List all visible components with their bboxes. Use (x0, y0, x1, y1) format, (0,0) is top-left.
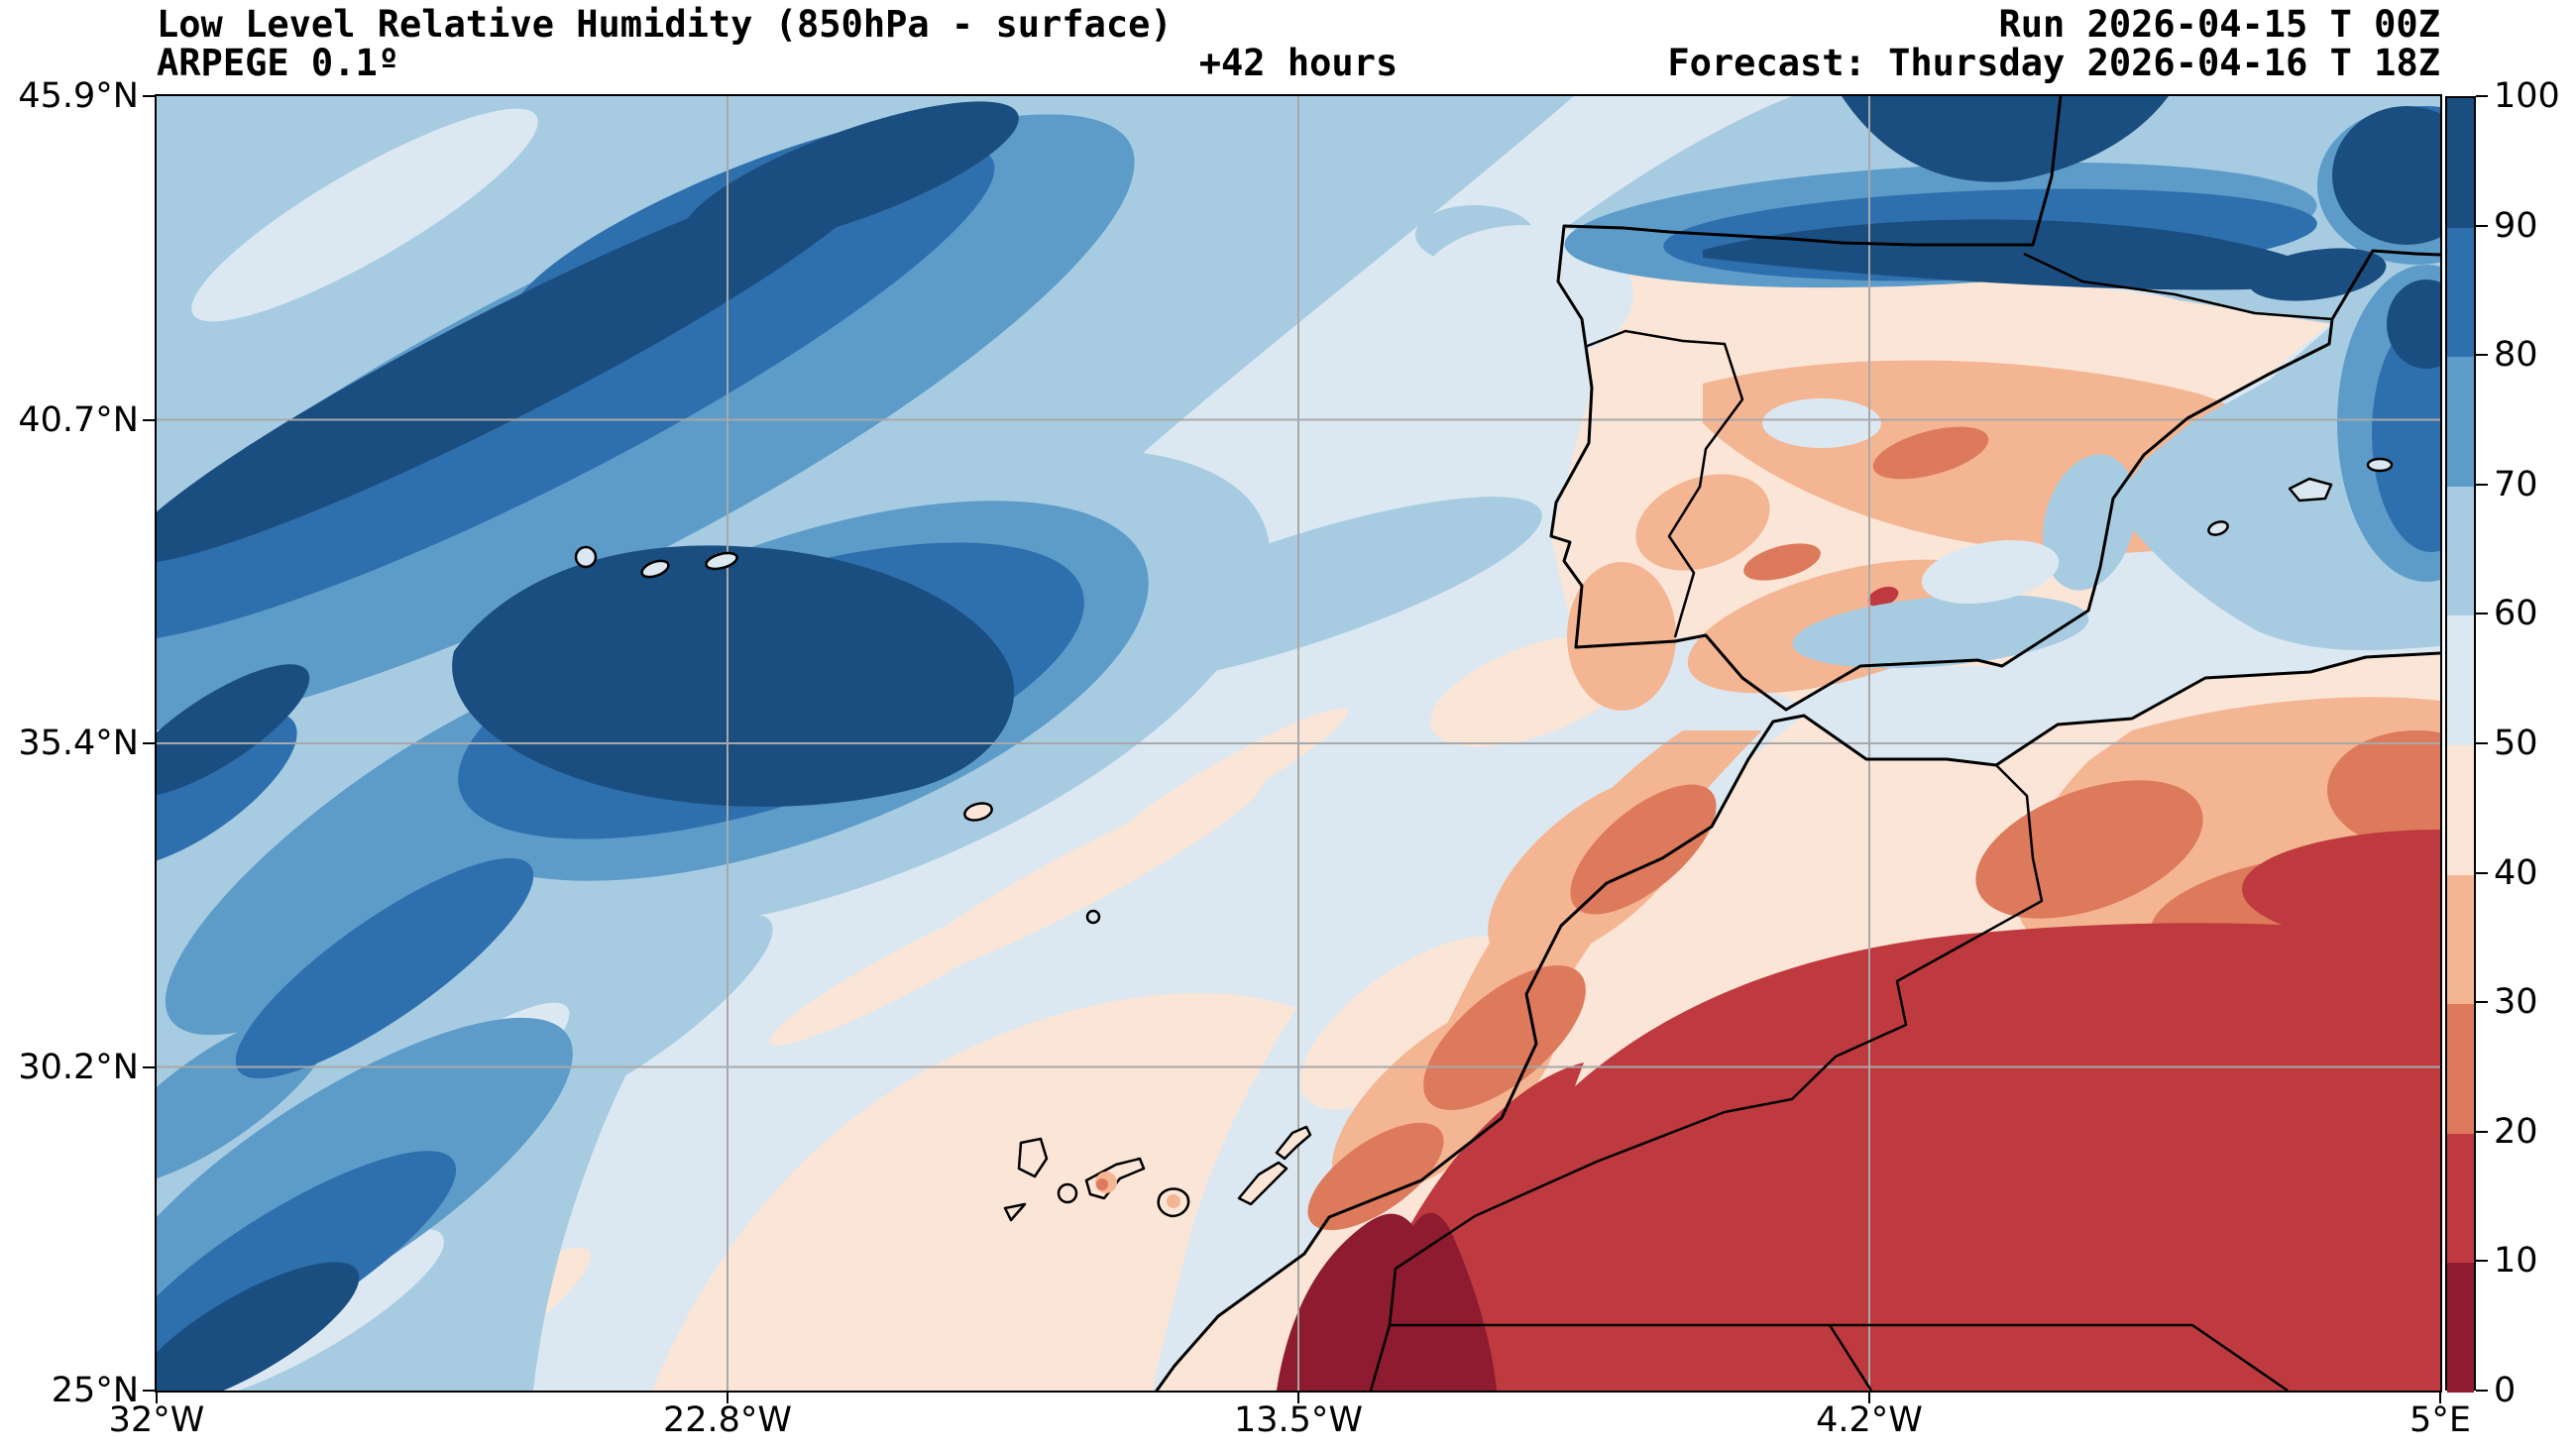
colorbar (2445, 96, 2476, 1394)
contour-90-100 (157, 96, 2440, 1391)
lon-tick-mark (727, 1391, 728, 1403)
map-plot (155, 94, 2442, 1393)
el-hierro-island (1003, 1202, 1027, 1222)
colorbar-tick-mark (2476, 1260, 2488, 1263)
colorbar-segment-90-100 (2447, 98, 2474, 229)
lat-tick-label: 40.7°N (18, 399, 139, 440)
forecast-label: Forecast: Thursday 2026-04-16 T 18Z (1667, 42, 2440, 84)
mauritania-border (1369, 1324, 1392, 1391)
azores-island (640, 559, 670, 579)
map-canvas (157, 96, 2440, 1391)
morocco-algeria-border (1388, 764, 2044, 1326)
lon-tick-label: 22.8°W (662, 1400, 793, 1440)
colorbar-segment-0-10 (2447, 1263, 2474, 1394)
colorbar-tick-mark (2476, 742, 2488, 744)
tenerife-dry-core (1096, 1178, 1108, 1190)
gridlines (157, 96, 2440, 1391)
coastlines (1155, 96, 2440, 1391)
mauritania-mali-border (1828, 1324, 1873, 1391)
selvagens-island (1085, 909, 1101, 925)
colorbar-tick-mark (2476, 1130, 2488, 1133)
lat-tick-label: 25°N (51, 1371, 139, 1410)
menorca-island (2366, 457, 2394, 473)
madeira-island (963, 802, 993, 822)
colorbar-tick-label: 60 (2494, 594, 2538, 634)
run-label: Run 2026-04-15 T 00Z (1998, 3, 2440, 46)
colorbar-tick-mark (2476, 483, 2488, 486)
colorbar-tick-mark (2476, 1001, 2488, 1004)
lat-tick-mark (143, 95, 156, 97)
colorbar-tick-mark (2476, 613, 2488, 615)
lon-tick-mark (156, 1391, 158, 1403)
colorbar-tick-label: 50 (2494, 724, 2538, 763)
azores-island (705, 551, 738, 571)
chart-title: Low Level Relative Humidity (850hPa - su… (157, 3, 1173, 46)
mallorca-island (2288, 477, 2333, 503)
colorbar-tick-mark (2476, 354, 2488, 357)
lon-tick-label: 4.2°W (1816, 1400, 1923, 1440)
contour-0-10 (1277, 1212, 1497, 1391)
lon-tick-label: 32°W (108, 1400, 205, 1440)
colorbar-tick-label: 10 (2494, 1241, 2538, 1282)
colorbar-tick-label: 20 (2494, 1111, 2538, 1152)
lat-tick-mark (143, 418, 156, 421)
la-gomera-island (1057, 1182, 1078, 1204)
colorbar-tick-mark (2476, 224, 2488, 227)
ibiza-island (2207, 520, 2229, 536)
portugal-spain-border (1584, 329, 1744, 638)
colorbar-tick-mark (2476, 95, 2488, 97)
fuerteventura-island (1237, 1161, 1288, 1206)
lon-tick-mark (1297, 1391, 1299, 1403)
lat-tick-label: 45.9°N (18, 76, 139, 116)
lon-tick-mark (1868, 1391, 1870, 1403)
iberia-france-coastline (1549, 96, 2440, 712)
colorbar-tick-label: 80 (2494, 335, 2538, 376)
lat-tick-mark (143, 1390, 156, 1392)
lat-tick-mark (143, 742, 156, 744)
country-borders (1369, 252, 2333, 1391)
colorbar-tick-label: 40 (2494, 852, 2538, 893)
colorbar-segment-20-30 (2447, 1004, 2474, 1135)
gran-canaria-dry-spot (1167, 1194, 1180, 1208)
colorbar-segment-60-70 (2447, 486, 2474, 616)
africa-coastline (1155, 651, 2440, 1391)
la-palma-island (1017, 1137, 1049, 1178)
colorbar-segment-40-50 (2447, 745, 2474, 876)
colorbar-tick-mark (2476, 1390, 2488, 1392)
lat-tick-mark (143, 1065, 156, 1068)
colorbar-segment-10-20 (2447, 1133, 2474, 1264)
islands (574, 457, 2394, 1222)
colorbar-tick-label: 100 (2494, 76, 2560, 116)
lon-tick-label: 5°E (2409, 1400, 2471, 1440)
model-label: ARPEGE 0.1º (157, 42, 400, 84)
lon-tick-mark (2439, 1391, 2441, 1403)
lead-time-label: +42 hours (1198, 42, 1399, 84)
colorbar-segment-30-40 (2447, 874, 2474, 1005)
colorbar-segment-70-80 (2447, 357, 2474, 488)
colorbar-tick-label: 90 (2494, 205, 2538, 246)
spain-france-border (2023, 252, 2333, 321)
lanzarote-island (1275, 1125, 1312, 1161)
colorbar-segment-50-60 (2447, 615, 2474, 746)
colorbar-tick-label: 0 (2494, 1371, 2517, 1410)
colorbar-tick-label: 30 (2494, 982, 2538, 1023)
colorbar-tick-label: 70 (2494, 464, 2538, 504)
lon-tick-label: 13.5°W (1233, 1400, 1364, 1440)
azores-island (574, 545, 598, 569)
lat-tick-label: 35.4°N (18, 724, 139, 763)
colorbar-tick-mark (2476, 871, 2488, 874)
colorbar-segment-80-90 (2447, 227, 2474, 358)
sahara-borders (1390, 1323, 2289, 1391)
lat-tick-label: 30.2°N (18, 1047, 139, 1087)
